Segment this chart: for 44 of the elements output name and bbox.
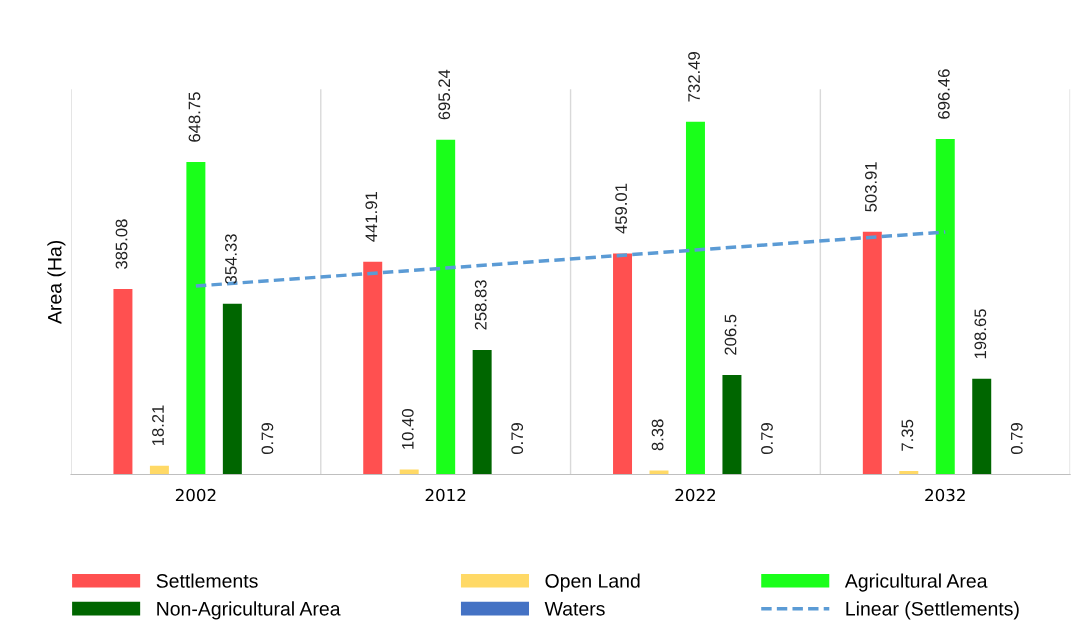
data-label: 18.21 [152,405,164,446]
bar [222,303,242,475]
bar [436,139,456,475]
data-label: 441.91 [365,192,378,242]
x-tick-label: 2012 [425,488,466,502]
bar [613,253,633,475]
data-label: 385.08 [115,219,128,269]
bar [186,162,206,475]
bar [972,378,992,475]
data-label: 648.75 [188,92,201,142]
bar [363,261,383,475]
data-label: 0.79 [511,423,524,455]
x-tick-label: 2002 [175,488,216,502]
bar [113,289,133,475]
x-tick-label: 2032 [925,488,965,502]
data-label: 0.79 [261,423,274,455]
data-label: 258.83 [474,280,487,330]
y-axis-title: Area (Ha) [47,240,66,324]
data-label: 695.24 [438,69,451,120]
data-label: 459.01 [615,183,627,234]
legend-label: Settlements [156,573,258,588]
bar [685,121,705,475]
data-label: 732.49 [688,52,700,102]
bar [722,375,742,475]
data-label: 354.33 [225,234,237,284]
x-tick-label: 2022 [675,488,716,502]
data-label: 206.5 [724,314,737,355]
legend-label: Non-Agricultural Area [157,601,341,620]
data-label: 8.38 [651,419,664,451]
legend-label: Open Land [545,573,640,592]
data-label: 503.91 [864,162,877,212]
bar [472,349,492,475]
legend-label: Waters [544,602,605,616]
bar [862,231,882,475]
data-label: 0.79 [1010,423,1023,455]
data-label: 696.46 [937,69,950,119]
bar [149,465,169,475]
data-label: 198.65 [974,309,987,359]
legend-label: Linear (Settlements) [846,601,1019,620]
data-label: 0.79 [761,423,773,455]
legend-label: Agricultural Area [844,573,988,592]
data-label: 7.35 [901,419,914,451]
data-label: 10.40 [401,409,414,449]
bar [935,139,955,475]
